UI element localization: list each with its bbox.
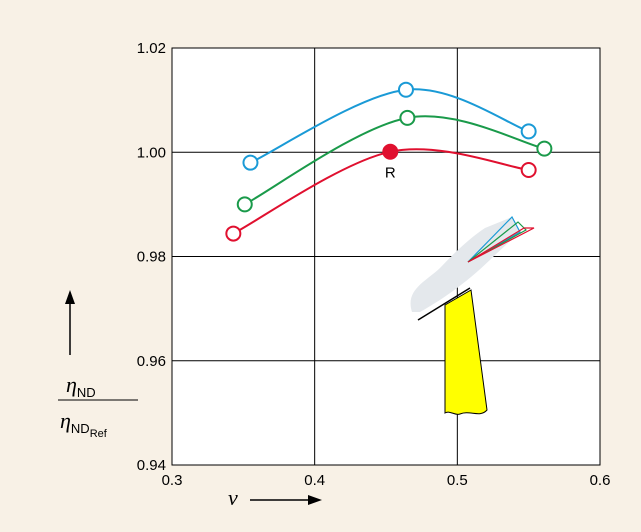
data-point (399, 83, 413, 97)
y-sub: ND (77, 385, 96, 400)
y-symbol: η (60, 408, 71, 433)
y-tick-label: 0.94 (137, 457, 166, 474)
annotation: R (385, 165, 396, 182)
data-point (400, 111, 414, 125)
page: R v ηND ηNDRef 0.30.40.50.60.940.960.981… (0, 0, 641, 532)
data-point (522, 163, 536, 177)
x-tick-label: 0.4 (304, 472, 325, 489)
data-point (522, 124, 536, 138)
data-point (226, 227, 240, 241)
data-point (238, 197, 252, 211)
y-tick-label: 0.98 (137, 249, 166, 266)
y-subsub: Ref (90, 428, 108, 440)
y-tick-label: 0.96 (137, 353, 166, 370)
chart: R v ηND ηNDRef 0.30.40.50.60.940.960.981… (0, 0, 641, 532)
data-point (537, 142, 551, 156)
x-tick-label: 0.5 (447, 472, 468, 489)
reference-point (383, 145, 397, 159)
x-tick-label: 0.3 (162, 472, 183, 489)
x-tick-label: 0.6 (590, 472, 611, 489)
data-point (243, 156, 257, 170)
y-tick-label: 1.00 (137, 144, 166, 161)
y-sub: ND (71, 421, 90, 436)
y-symbol: η (66, 372, 77, 397)
x-label: v (228, 485, 238, 510)
y-tick-label: 1.02 (137, 40, 166, 57)
